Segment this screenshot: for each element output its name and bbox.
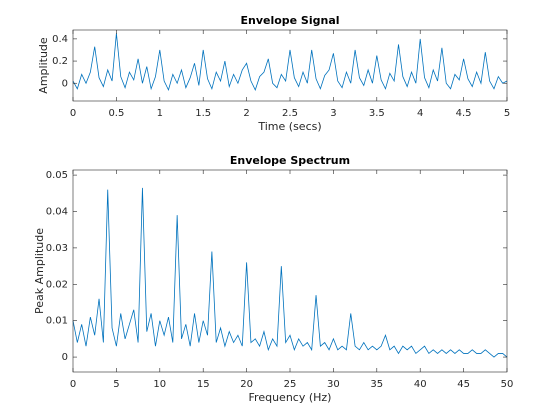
y-tick-label: 0 [62, 352, 68, 363]
x-tick-label: 3 [330, 108, 336, 119]
x-tick-label: 0 [70, 379, 76, 390]
x-tick-label: 5 [113, 379, 119, 390]
x-tick-label: 0.5 [108, 108, 124, 119]
axes-background [73, 30, 507, 101]
x-tick-label: 4 [417, 108, 423, 119]
y-tick-label: 0.02 [46, 279, 68, 290]
x-tick-label: 25 [284, 379, 297, 390]
x-axis-label: Time (secs) [257, 120, 321, 133]
x-tick-label: 45 [457, 379, 470, 390]
x-tick-label: 1 [157, 108, 163, 119]
x-tick-label: 4.5 [456, 108, 472, 119]
x-tick-label: 0 [70, 108, 76, 119]
x-tick-label: 50 [501, 379, 514, 390]
x-tick-label: 35 [370, 379, 383, 390]
y-tick-label: 0.01 [46, 316, 68, 327]
chart-title: Envelope Spectrum [230, 154, 350, 167]
x-tick-label: 30 [327, 379, 340, 390]
y-tick-label: 0.04 [46, 206, 68, 217]
x-tick-label: 1.5 [195, 108, 211, 119]
y-axis-label: Peak Amplitude [33, 228, 46, 314]
x-tick-label: 3.5 [369, 108, 385, 119]
y-axis-label: Amplitude [37, 37, 50, 94]
x-tick-label: 20 [240, 379, 253, 390]
x-tick-label: 10 [153, 379, 166, 390]
x-tick-label: 40 [414, 379, 427, 390]
signal-line [72, 33, 508, 92]
y-tick-label: 0.05 [46, 170, 68, 181]
x-tick-label: 15 [197, 379, 210, 390]
y-tick-label: 0.4 [52, 34, 68, 45]
y-tick-label: 0.2 [52, 56, 68, 67]
x-axis-label: Frequency (Hz) [249, 391, 332, 404]
x-tick-label: 5 [504, 108, 510, 119]
y-tick-label: 0.03 [46, 243, 68, 254]
chart-title: Envelope Signal [240, 14, 339, 27]
x-tick-label: 2.5 [282, 108, 298, 119]
signal-line [72, 187, 508, 358]
y-tick-label: 0 [62, 78, 68, 89]
x-tick-label: 2 [243, 108, 249, 119]
